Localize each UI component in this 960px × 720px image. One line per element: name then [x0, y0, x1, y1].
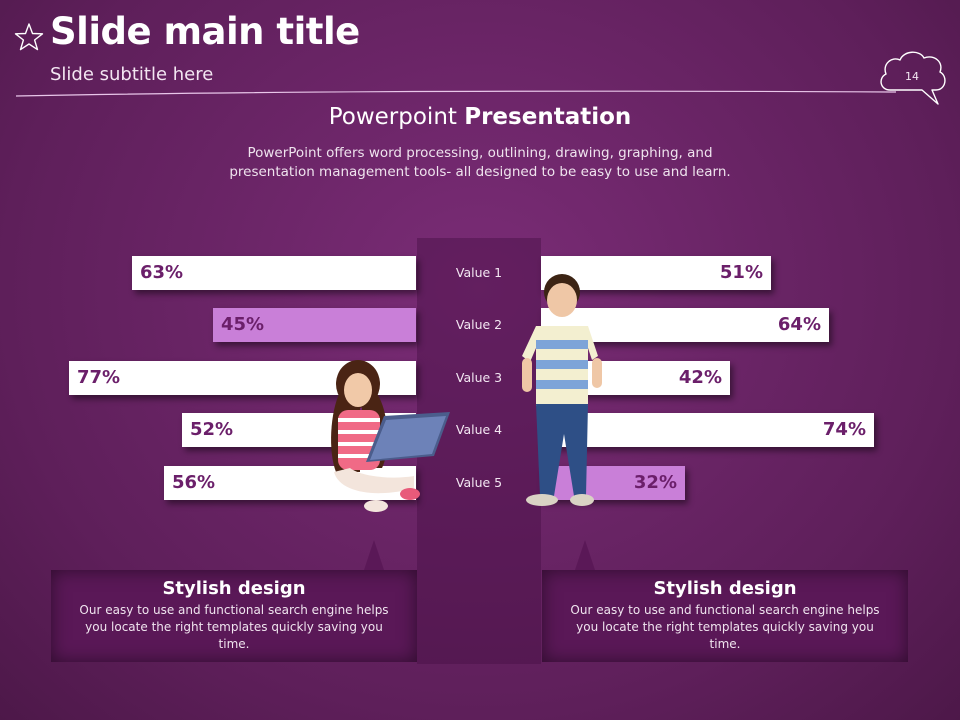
info-card-left: Stylish design Our easy to use and funct… [51, 570, 417, 662]
info-card-title: Stylish design [653, 578, 797, 599]
bar-value-label: 32% [633, 471, 677, 493]
bar-value-label: 64% [777, 314, 821, 336]
girl-with-laptop-image [331, 360, 450, 512]
bar-right-5: 32% [541, 465, 685, 500]
cloud-icon [880, 51, 946, 105]
bar-value-label: 63% [140, 262, 184, 283]
info-card-text: Our easy to use and functional search en… [570, 603, 880, 651]
bar-value-label: 45% [221, 314, 265, 336]
slide-subtitle: Slide subtitle here [50, 64, 214, 85]
bar-left-1: 63% [132, 256, 416, 290]
star-icon [14, 23, 44, 51]
bar-value-label: 77% [77, 366, 121, 388]
section-title-bold: Presentation [464, 104, 632, 130]
bar-right-4: 74% [541, 413, 874, 448]
bar-value-label: 74% [822, 419, 866, 441]
section-title: Powerpoint Presentation [0, 104, 960, 130]
bar-value-label: 51% [719, 262, 763, 283]
bar-right-1: 51% [541, 256, 771, 290]
bar-value-label: 52% [190, 419, 234, 441]
card-pointer-left [364, 540, 384, 570]
section-title-light: Powerpoint [328, 104, 465, 130]
category-panel [417, 238, 541, 664]
section-description: PowerPoint offers word processing, outli… [229, 145, 731, 180]
header-divider [16, 90, 896, 97]
page-number: 14 [905, 70, 919, 83]
info-card-right: Stylish design Our easy to use and funct… [542, 570, 908, 662]
category-label: Value 5 [455, 474, 503, 490]
bar-value-label: 56% [172, 471, 216, 493]
category-label: Value 4 [455, 422, 503, 438]
bar-value-label: 42% [678, 366, 722, 388]
slide-title: Slide main title [50, 10, 360, 53]
bar-left-2: 45% [213, 308, 416, 343]
info-card-title: Stylish design [162, 578, 306, 599]
category-label: Value 1 [455, 265, 503, 280]
category-label: Value 2 [455, 317, 503, 333]
card-pointer-right [575, 540, 595, 570]
info-card-text: Our easy to use and functional search en… [79, 603, 389, 651]
category-label: Value 3 [455, 369, 503, 385]
boy-standing-image [522, 274, 602, 506]
